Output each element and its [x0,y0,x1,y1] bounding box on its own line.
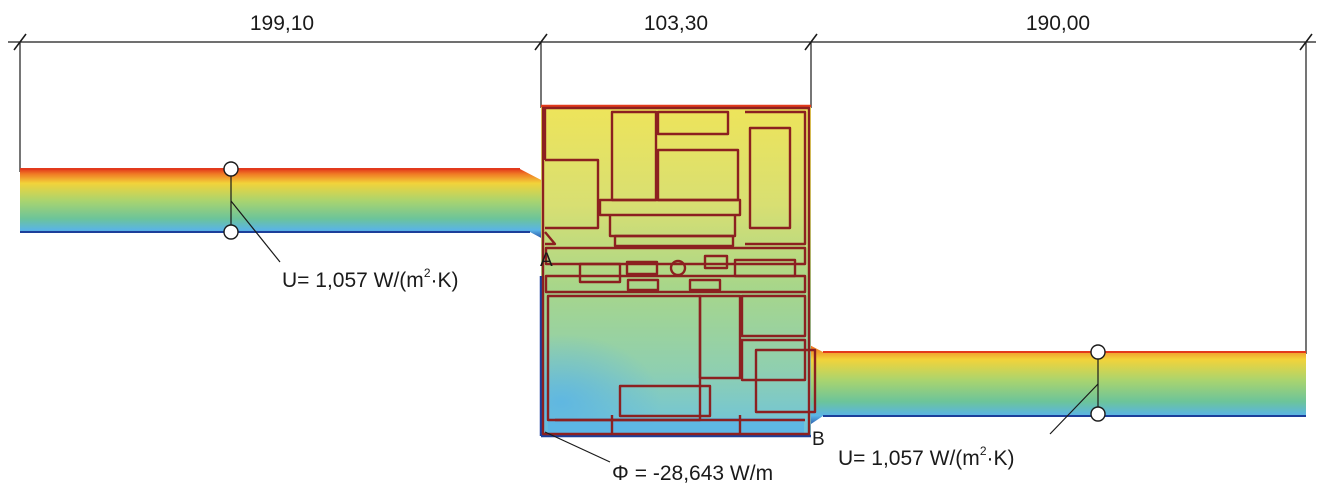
right-u-probe [1049,344,1106,435]
phi-leader [544,431,611,463]
right-wall-section [800,340,1306,428]
dimension-tick [804,33,818,51]
right-u-symbol: U [838,447,853,470]
right-u-value: = 1,057 W/(m [853,447,980,470]
dimension-tick [13,33,27,51]
dimension-right: 190,00 [1026,12,1090,35]
left-u-probe [223,161,281,263]
left-u-symbol: U [282,269,297,292]
left-u-label: U= 1,057 W/(m2·K) [282,266,459,292]
point-b-label: B [812,429,825,450]
left-wall-section [20,169,545,240]
point-a-label: A [540,250,553,271]
left-u-value: = 1,057 W/(m [297,269,424,292]
dimension-middle: 103,30 [644,12,708,35]
right-u-unit: ·K) [987,447,1015,470]
window-frame-section [539,104,817,438]
phi-label: Φ = -28,643 W/m [612,462,773,485]
left-u-unit: ·K) [431,269,459,292]
dimension-tick [1299,33,1313,51]
right-u-exponent: 2 [980,444,987,458]
dimension-line [8,33,1316,354]
right-u-label: U= 1,057 W/(m2·K) [838,444,1015,470]
dimension-tick [534,33,548,51]
dimension-left: 199,10 [250,12,314,35]
phi-symbol: Φ [612,462,629,485]
phi-value: = -28,643 W/m [635,462,773,485]
left-u-exponent: 2 [424,266,431,280]
